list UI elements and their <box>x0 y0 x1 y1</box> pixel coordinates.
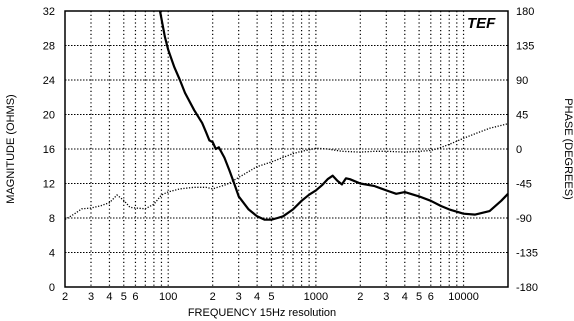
y-left-tick-label: 4 <box>49 248 55 260</box>
tef-logo: TEF <box>467 15 496 32</box>
y-left-tick-label: 0 <box>49 282 55 294</box>
y-right-tick-label: -135 <box>516 248 538 260</box>
x-tick-label: 2 <box>210 291 216 303</box>
x-tick-label: 100 <box>159 291 177 303</box>
x-tick-label: 2 <box>62 291 68 303</box>
x-axis-title: FREQUENCY 15Hz resolution <box>188 307 336 319</box>
phase-series-line <box>64 123 509 221</box>
x-tick-label: 5 <box>268 291 274 303</box>
y-right-tick-label: -90 <box>516 213 532 225</box>
y-right-tick-label: -45 <box>516 179 532 191</box>
y-left-tick-label: 8 <box>49 213 55 225</box>
y-left-tick-label: 32 <box>43 6 55 18</box>
x-tick-label: 4 <box>254 291 260 303</box>
y-left-tick-label: 20 <box>43 110 55 122</box>
grid <box>65 11 508 287</box>
y-left-tick-label: 12 <box>43 179 55 191</box>
x-tick-label: 5 <box>121 291 127 303</box>
y-left-tick-label: 16 <box>43 144 55 156</box>
y-right-tick-label: 0 <box>516 144 522 156</box>
y-right-tick-label: 135 <box>516 41 534 53</box>
y-right-tick-label: 45 <box>516 110 528 122</box>
series-layer <box>64 10 509 221</box>
y-right-tick-label: -180 <box>516 282 538 294</box>
x-tick-label: 10000 <box>448 291 479 303</box>
x-tick-label: 4 <box>106 291 112 303</box>
x-tick-label: 3 <box>236 291 242 303</box>
tick-labels: 2 3 4 5 6 100 2 3 4 5 1000 2 3 4 5 6 1000004812162024283… <box>43 6 538 303</box>
y-left-tick-label: 24 <box>43 75 55 87</box>
y-axis-right-title: PHASE (DEGREES) <box>562 98 574 199</box>
x-tick-label: 2 <box>357 291 363 303</box>
x-tick-label: 1000 <box>304 291 328 303</box>
magnitude-series-line <box>158 10 509 221</box>
x-tick-label: 6 <box>132 291 138 303</box>
x-tick-label: 6 <box>428 291 434 303</box>
x-tick-label: 3 <box>383 291 389 303</box>
x-tick-label: 3 <box>88 291 94 303</box>
y-right-tick-label: 180 <box>516 6 534 18</box>
x-tick-label: 4 <box>402 291 408 303</box>
x-tick-label: 5 <box>416 291 422 303</box>
y-right-tick-label: 90 <box>516 75 528 87</box>
y-axis-left-title: MAGNITUDE (OHMS) <box>5 94 17 203</box>
y-left-tick-label: 28 <box>43 41 55 53</box>
